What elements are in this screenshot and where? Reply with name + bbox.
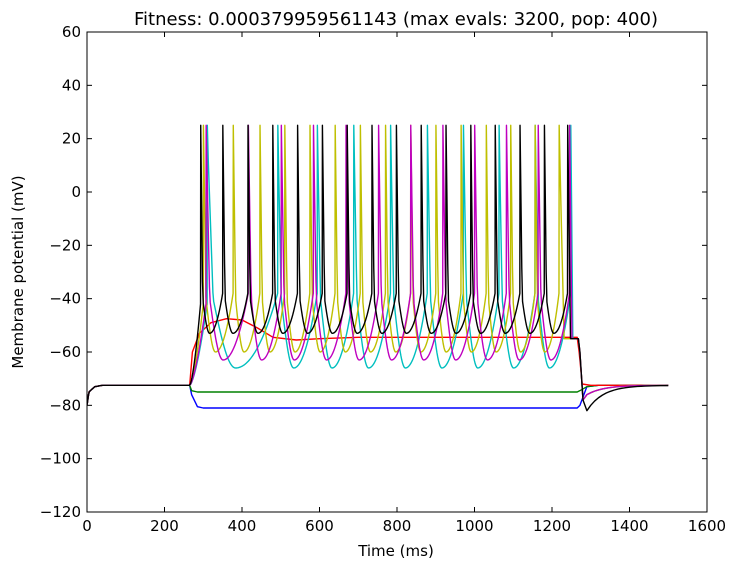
y-tick-label: 20 — [62, 130, 81, 148]
y-tick-label: −120 — [40, 503, 81, 521]
x-tick-label: 0 — [82, 517, 92, 535]
y-tick-label: 0 — [71, 183, 81, 201]
y-tick-label: −80 — [49, 396, 81, 414]
x-tick-label: 1400 — [610, 517, 648, 535]
x-tick-label: 1600 — [688, 517, 726, 535]
series-line-0 — [87, 384, 669, 409]
x-tick-label: 800 — [383, 517, 412, 535]
series-line-6 — [87, 124, 669, 412]
x-tick-label: 600 — [305, 517, 334, 535]
y-tick-label: 60 — [62, 23, 81, 41]
series-layer — [87, 124, 669, 412]
x-axis-label: Time (ms) — [357, 542, 434, 560]
x-tick-label: 400 — [228, 517, 257, 535]
y-tick-label: 40 — [62, 76, 81, 94]
y-tick-label: −60 — [49, 343, 81, 361]
y-tick-label: −20 — [49, 236, 81, 254]
y-tick-label: −40 — [49, 290, 81, 308]
y-axis-label: Membrane potential (mV) — [9, 175, 27, 368]
x-tick-label: 1200 — [533, 517, 571, 535]
y-tick-label: −100 — [40, 450, 81, 468]
x-tick-label: 1000 — [455, 517, 493, 535]
ticks-layer: 0 200 400 600 800 1000 1200 1400 1600−120−100−80… — [40, 23, 726, 535]
chart-title: Fitness: 0.000379959561143 (max evals: 3… — [134, 9, 658, 30]
x-tick-label: 200 — [150, 517, 179, 535]
plot-frame — [86, 31, 708, 513]
